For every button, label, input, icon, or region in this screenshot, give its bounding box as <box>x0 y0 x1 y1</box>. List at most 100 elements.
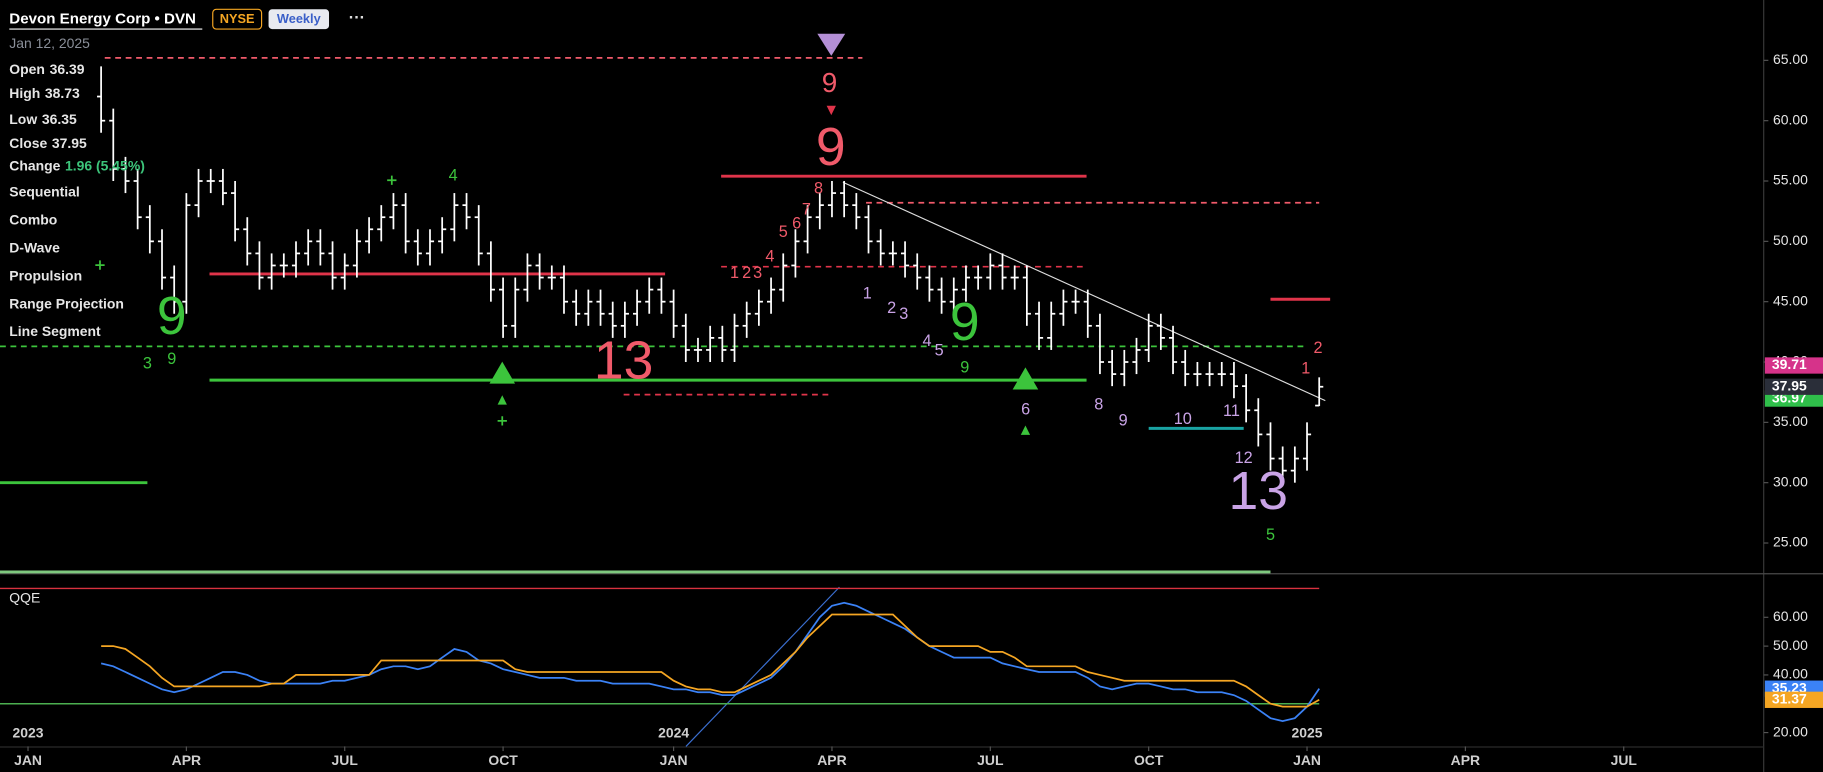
sequential-count: 13 <box>594 332 653 391</box>
indicator-name: Sequential <box>9 184 79 200</box>
sequential-count: 1 <box>1301 360 1310 378</box>
sequential-count: 4 <box>922 332 931 350</box>
sequential-count: 12 <box>1235 449 1253 467</box>
y-tick-label: 50.00 <box>1773 232 1808 248</box>
sequential-count: 9 <box>960 358 969 376</box>
sequential-count: 5 <box>935 341 944 359</box>
signal-arrow <box>1020 425 1031 435</box>
value-badge-label: 35.23 <box>1772 679 1807 695</box>
label: Close <box>9 135 47 151</box>
sequential-count: 3 <box>143 355 152 373</box>
y-tick-label: 40.00 <box>1773 666 1808 682</box>
sequential-count: 8 <box>814 180 823 198</box>
legend-close: Close 37.95 <box>9 135 87 151</box>
x-tick-label: JUL <box>332 752 359 768</box>
sequential-count: 6 <box>792 215 801 233</box>
price-badge <box>1764 357 1823 374</box>
signal-arrow <box>826 105 836 116</box>
value: 38.73 <box>45 85 80 101</box>
y-tick-label: 30.00 <box>1773 473 1808 489</box>
sequential-count: 3 <box>899 305 908 323</box>
menu-button[interactable]: ··· <box>349 9 365 27</box>
sequential-count: 1 <box>863 285 872 303</box>
qqe-line <box>100 601 1320 722</box>
overlay: Devon Energy Corp • DVN NYSE Weekly ··· … <box>9 8 1823 768</box>
x-tick-label: OCT <box>1134 752 1164 768</box>
sequential-count: 10 <box>1174 410 1192 428</box>
indicator-name: Propulsion <box>9 267 82 283</box>
x-tick-label: OCT <box>488 752 518 768</box>
value: 37.95 <box>52 135 87 151</box>
sequential-count: 1 <box>730 264 739 282</box>
sequential-count: 5 <box>779 223 788 241</box>
x-tick-label: JUL <box>977 752 1004 768</box>
year-label: 2024 <box>658 724 689 740</box>
y-tick-label: 45.00 <box>1773 292 1808 308</box>
value-badge-label: 31.37 <box>1772 690 1807 706</box>
y-tick-label: 65.00 <box>1773 51 1808 67</box>
indicator-name: Combo <box>9 212 57 228</box>
sequential-count: 9 <box>1119 411 1128 429</box>
x-tick-label: APR <box>1451 752 1480 768</box>
indicator-name: D-Wave <box>9 239 60 255</box>
y-tick-label: 60.00 <box>1773 111 1808 127</box>
legend-change: Change 1.96 (5.45%) <box>9 157 145 173</box>
symbol-title: Devon Energy Corp • DVN <box>9 11 196 28</box>
sequential-count: 3 <box>753 264 762 282</box>
sequential-count: 9 <box>822 67 838 98</box>
x-tick-label: APR <box>817 752 846 768</box>
sequential-count: 5 <box>1266 526 1275 544</box>
legend-date: Jan 12, 2025 <box>9 35 90 51</box>
signal-triangle <box>1012 367 1039 390</box>
y-tick-label: 35.00 <box>1773 413 1808 429</box>
indicator-name: Range Projection <box>9 295 124 311</box>
y-tick-label: 20.00 <box>1773 723 1808 739</box>
interval: Weekly <box>277 11 322 26</box>
sequential-count: 2 <box>1313 339 1322 357</box>
sequential-count: 6 <box>1021 401 1030 419</box>
label: Open <box>9 60 45 76</box>
trendline <box>842 181 1326 402</box>
x-tick-label: JUL <box>1611 752 1638 768</box>
sequential-count: 2 <box>742 264 751 282</box>
plus-marks <box>95 175 507 426</box>
value: 1.96 (5.45%) <box>65 157 145 173</box>
interval-badge[interactable] <box>268 9 330 30</box>
sequential-count: 13 <box>1229 462 1288 521</box>
legend-high: High 38.73 <box>9 85 80 101</box>
label: Change <box>9 157 60 173</box>
y-tick-label: 55.00 <box>1773 172 1808 188</box>
signal-arrow <box>497 395 507 405</box>
y-tick-label: 60.00 <box>1773 608 1808 624</box>
value: 36.35 <box>42 110 77 126</box>
indicator-title: QQE <box>9 589 40 605</box>
y-tick-label: 25.00 <box>1773 534 1808 550</box>
signal-triangle <box>817 33 846 56</box>
drawn-line <box>685 586 840 747</box>
sequential-count: 9 <box>157 287 187 346</box>
sequential-count: 9 <box>167 350 176 368</box>
x-tick-label: JAN <box>660 752 688 768</box>
exchange: NYSE <box>220 11 255 26</box>
sequential-count: 9 <box>950 293 980 352</box>
year-label: 2023 <box>13 724 44 740</box>
value-badge <box>1764 691 1823 708</box>
last-price-label: 37.95 <box>1772 377 1807 393</box>
qqe-line <box>101 613 1320 708</box>
y-tick-label: 50.00 <box>1773 637 1808 653</box>
label: High <box>9 85 40 101</box>
legend-low: Low 36.35 <box>9 110 77 126</box>
value: 36.39 <box>50 60 85 76</box>
sequential-count: 8 <box>1094 396 1103 414</box>
price-badge-label: 39.71 <box>1772 356 1807 372</box>
exchange-badge[interactable] <box>212 8 263 30</box>
x-tick-label: JAN <box>14 752 42 768</box>
sequential-count: 11 <box>1223 402 1240 420</box>
signal-triangle <box>489 361 516 384</box>
sequential-count: 9 <box>816 118 846 177</box>
x-tick-label: JAN <box>1293 752 1321 768</box>
legend-open: Open 36.39 <box>9 60 84 76</box>
